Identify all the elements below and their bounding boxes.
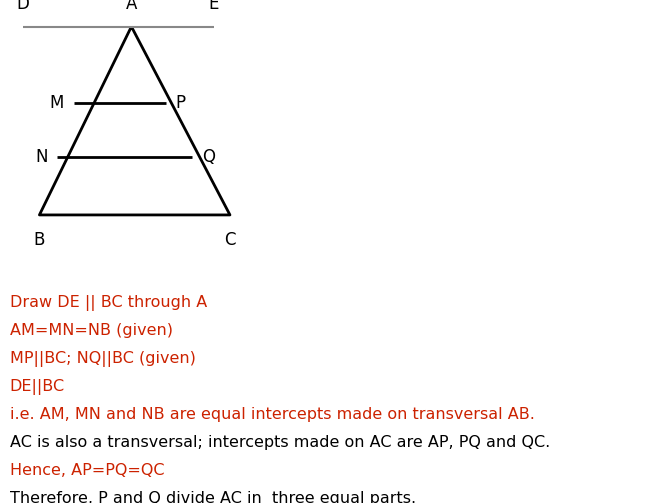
Text: AM=MN=NB (given): AM=MN=NB (given) (10, 323, 173, 338)
Text: P: P (176, 94, 186, 112)
Text: E: E (208, 0, 219, 13)
Text: Draw DE || BC through A: Draw DE || BC through A (10, 295, 207, 311)
Text: M: M (50, 94, 64, 112)
Text: Therefore, P and Q divide AC in  three equal parts.: Therefore, P and Q divide AC in three eq… (10, 491, 416, 503)
Text: i.e. AM, MN and NB are equal intercepts made on transversal AB.: i.e. AM, MN and NB are equal intercepts … (10, 407, 535, 422)
Text: Hence, AP=PQ=QC: Hence, AP=PQ=QC (10, 463, 164, 478)
Text: DE||BC: DE||BC (10, 379, 65, 395)
Text: B: B (34, 231, 45, 249)
Text: Q: Q (202, 148, 215, 166)
Text: MP||BC; NQ||BC (given): MP||BC; NQ||BC (given) (10, 351, 196, 367)
Text: A: A (125, 0, 137, 13)
Text: AC is also a transversal; intercepts made on AC are AP, PQ and QC.: AC is also a transversal; intercepts mad… (10, 435, 550, 450)
Text: D: D (16, 0, 30, 13)
Text: N: N (35, 148, 47, 166)
Text: C: C (224, 231, 236, 249)
